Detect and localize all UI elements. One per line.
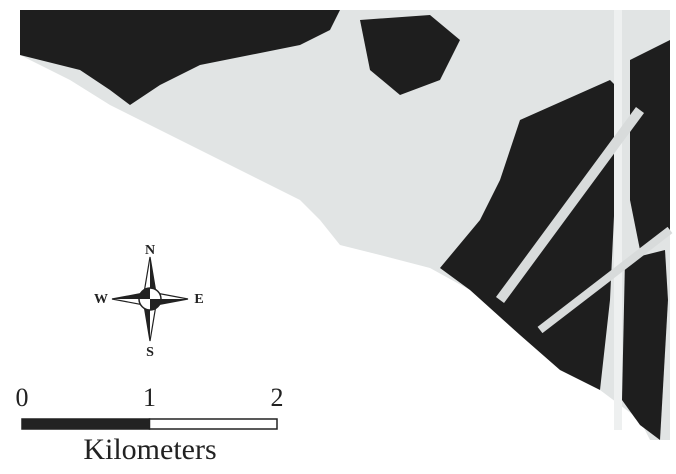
dark-patch bbox=[630, 40, 670, 250]
compass-north: N bbox=[145, 243, 155, 258]
map: N S W E Kilometers 0 1 2 bbox=[0, 0, 676, 474]
scale-tick-label: 0 bbox=[16, 383, 29, 412]
scale-unit: Kilometers bbox=[83, 433, 216, 466]
compass-rose: N S W E bbox=[94, 243, 204, 360]
scale-segment bbox=[150, 419, 278, 429]
page: N S W E Kilometers 012 (() => { const da… bbox=[0, 0, 676, 474]
scale-segment bbox=[22, 419, 150, 429]
compass-south: S bbox=[146, 345, 154, 360]
compass-west: W bbox=[94, 292, 108, 307]
scale-tick-label: 2 bbox=[271, 383, 284, 412]
compass-east: E bbox=[194, 292, 203, 307]
scale-bar: Kilometers 0 1 2 bbox=[16, 383, 284, 466]
light-stripe bbox=[614, 10, 622, 430]
map-imagery bbox=[20, 10, 670, 440]
scale-tick-label: 1 bbox=[143, 383, 156, 412]
